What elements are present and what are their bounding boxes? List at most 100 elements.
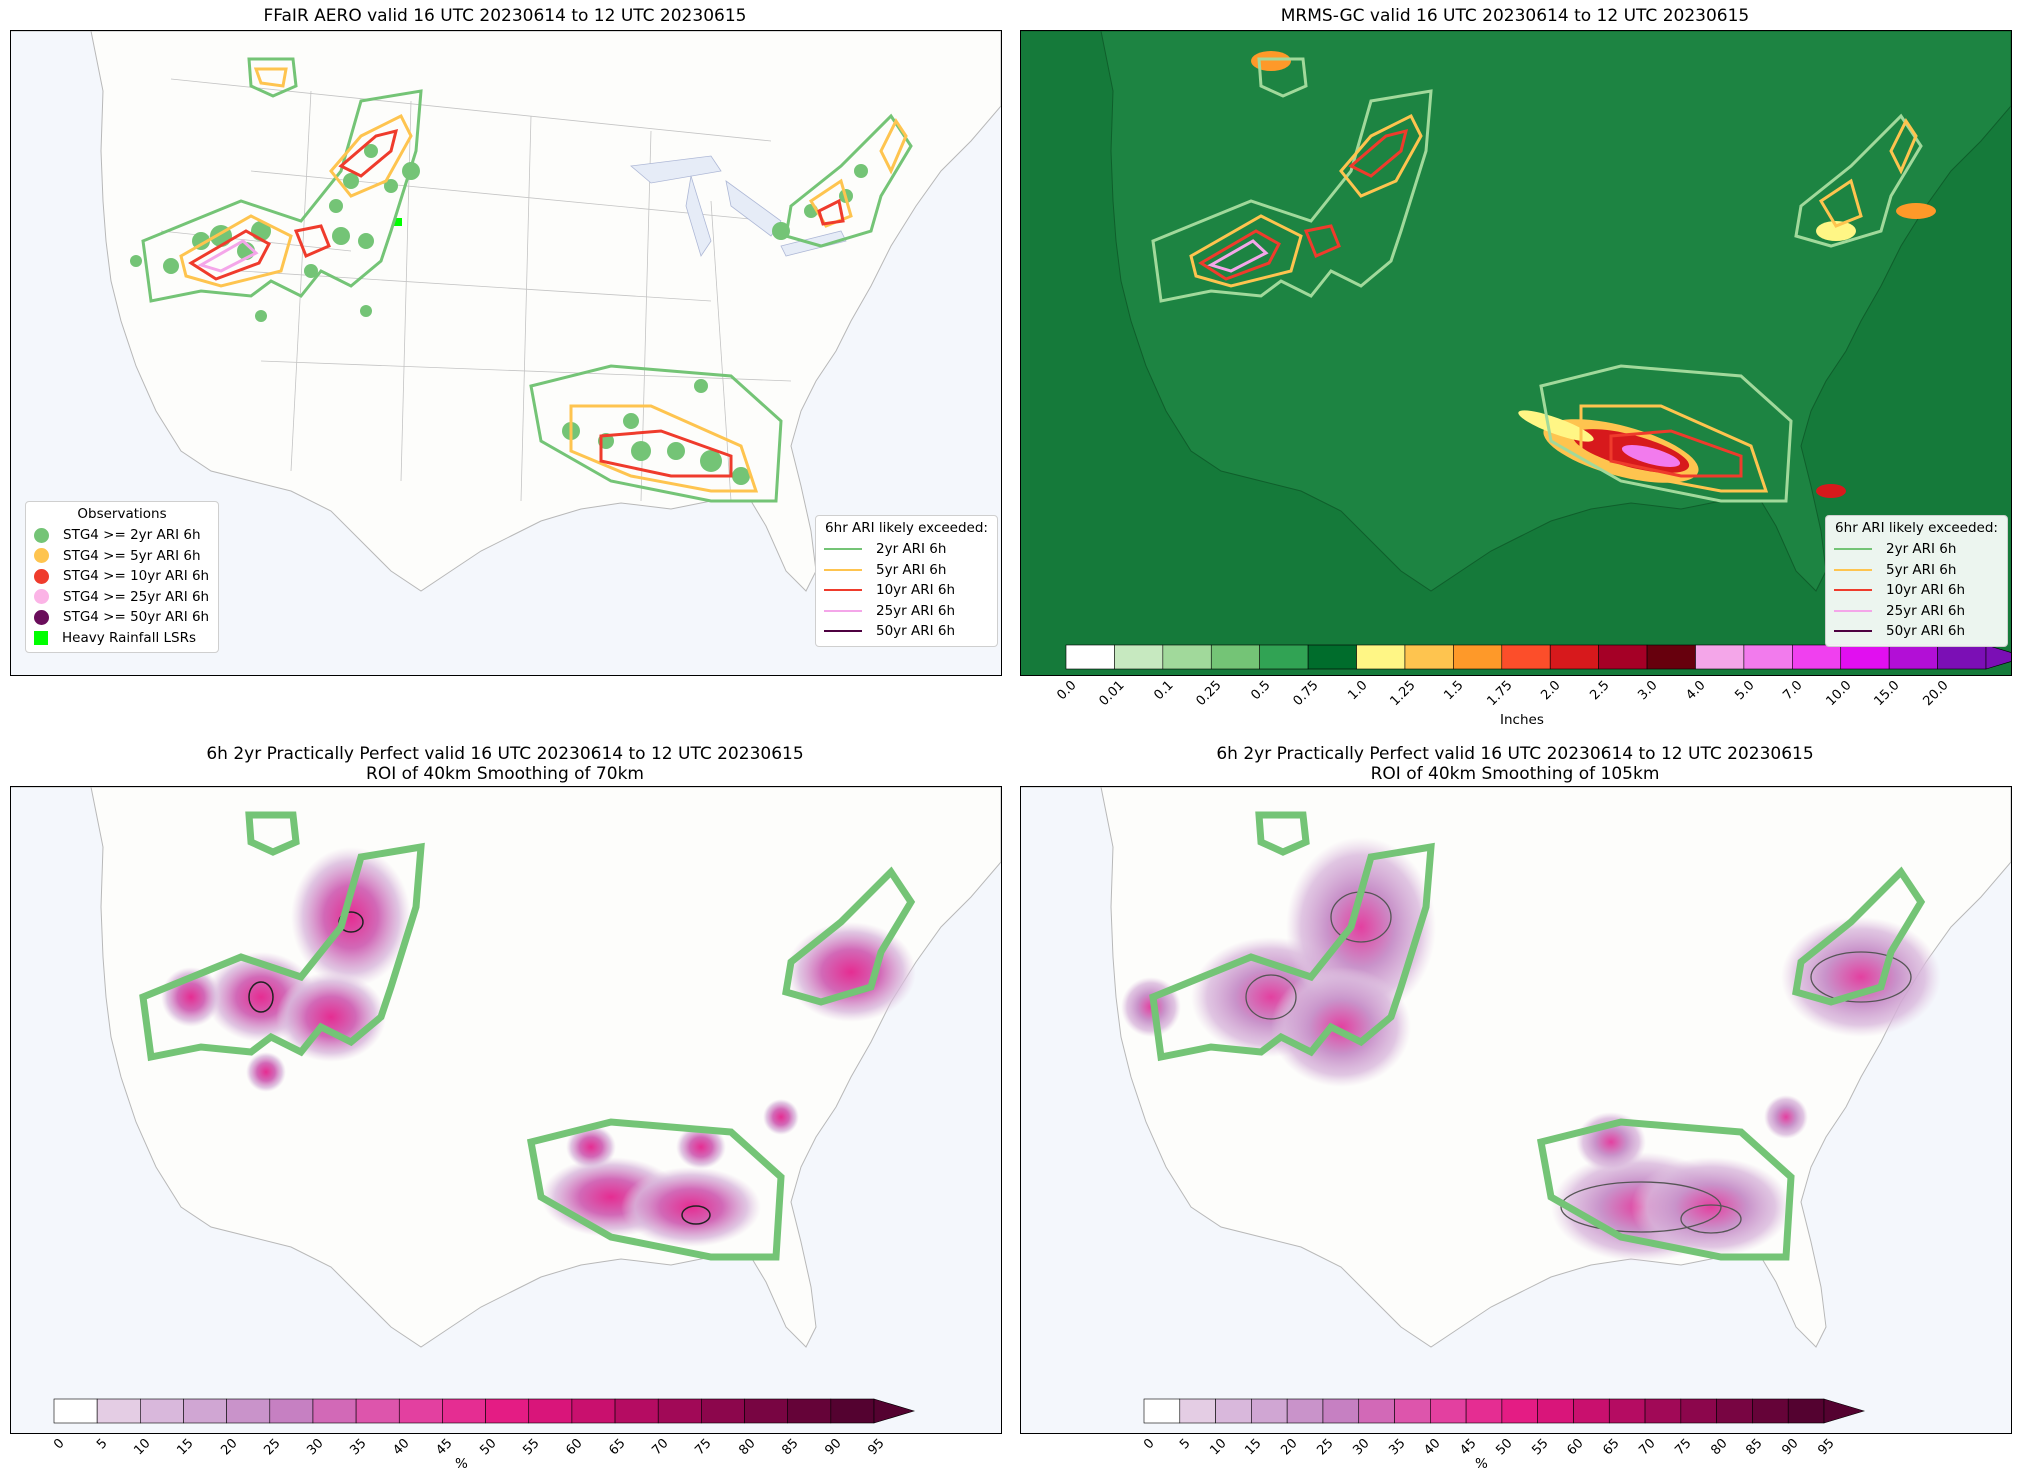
colorbar-segment (787, 1398, 832, 1424)
colorbar-tick-label: 15 (174, 1436, 198, 1459)
obs-legend-label: STG4 >= 2yr ARI 6h (63, 527, 201, 544)
colorbar-tick-label: 20 (217, 1436, 241, 1459)
colorbar-tick-label: 4.0 (1683, 678, 1710, 704)
land (11, 31, 1001, 592)
ari-line (824, 589, 862, 592)
colorbar-extend-arrow (1823, 1398, 1866, 1424)
ari-legend-item: 50yr ARI 6h (824, 621, 989, 642)
ari-legend-label: 2yr ARI 6h (1886, 541, 1957, 558)
colorbar-tick-label: 85 (1743, 1436, 1767, 1459)
observations-legend-title: Observations (77, 506, 167, 522)
colorbar-tick-label: 55 (1528, 1436, 1552, 1459)
pp-70km-map (10, 786, 1002, 1434)
colorbar-tick-label: 75 (1672, 1436, 1695, 1459)
colorbar-segment (1840, 644, 1890, 670)
colorbar-tick-label: 65 (1600, 1436, 1623, 1459)
colorbar-segment (355, 1398, 400, 1424)
colorbar-tick-label: 10.0 (1823, 678, 1855, 710)
colorbar-tick-label: 45 (1457, 1436, 1480, 1459)
panel-1-title: FFaIR AERO valid 16 UTC 20230614 to 12 U… (263, 6, 747, 26)
obs-legend-label: STG4 >= 25yr ARI 6h (63, 588, 210, 605)
colorbar-tick-label: 10 (131, 1436, 154, 1459)
colorbar-extend-arrow (1985, 644, 2011, 670)
colorbar-segment (1644, 1398, 1682, 1424)
colorbar-tick-label: 15.0 (1871, 678, 1903, 710)
colorbar-segment (1322, 1398, 1360, 1424)
colorbar-segment (1143, 1398, 1181, 1424)
pct-colorbar (53, 1398, 916, 1424)
colorbar-tick-label: 95 (865, 1436, 888, 1459)
colorbar-segment (1680, 1398, 1717, 1424)
ari-legend-item: 10yr ARI 6h (1834, 580, 1999, 601)
colorbar-tick-label: 20 (1278, 1436, 1301, 1459)
ari-legend-item: 2yr ARI 6h (824, 539, 989, 560)
colorbar-segment (1394, 1398, 1431, 1424)
lsr-square-marker (34, 630, 48, 645)
ari-legend-item: 25yr ARI 6h (1834, 601, 1999, 622)
colorbar-segment (226, 1398, 271, 1424)
ari-legend-label: 50yr ARI 6h (876, 623, 956, 640)
mrms-gc-map: 6hr ARI likely exceeded: 2yr ARI 6h 5yr … (1020, 30, 2012, 676)
colorbar-segment (528, 1398, 573, 1424)
obs-marker (34, 568, 49, 584)
colorbar-segment (140, 1398, 184, 1424)
colorbar-segment (1356, 644, 1406, 670)
colorbar-tick-label: 25 (1314, 1436, 1337, 1459)
obs-legend-item: STG4 >= 50yr ARI 6h (34, 607, 210, 628)
colorbar-tick-label: 50 (1493, 1436, 1516, 1459)
probability-contours (1245, 891, 1912, 1234)
colorbar-tick-label: 30 (304, 1436, 327, 1459)
colorbar-tick-label: 50 (476, 1436, 500, 1459)
colorbar-segment (1162, 644, 1212, 670)
colorbar-tick-label: 70 (649, 1436, 672, 1459)
pct-colorbar-unit: % (1475, 1456, 1488, 1472)
pct-colorbar-unit: % (455, 1456, 468, 1472)
colorbar-tick-label: 5 (94, 1436, 111, 1453)
ari-legend-title: 6hr ARI likely exceeded: (825, 520, 988, 536)
colorbar-segment (614, 1398, 659, 1424)
colorbar-segment (1792, 644, 1842, 670)
colorbar-tick-label: 60 (563, 1436, 586, 1459)
colorbar-tick-label: 80 (1707, 1436, 1731, 1459)
colorbar-tick-label: 45 (433, 1436, 457, 1459)
ari-legend: 6hr ARI likely exceeded: 2yr ARI 6h 5yr … (815, 515, 998, 647)
panel-4-title: 6h 2yr Practically Perfect valid 16 UTC … (1216, 744, 1814, 784)
ari-legend-item: 5yr ARI 6h (1834, 560, 1999, 581)
ari-line (824, 630, 862, 633)
obs-legend-item: STG4 >= 5yr ARI 6h (34, 546, 210, 567)
ari-legend-label: 10yr ARI 6h (1886, 582, 1966, 599)
colorbar-segment (96, 1398, 141, 1424)
ari-line (1834, 609, 1872, 612)
colorbar-segment (1752, 1398, 1789, 1424)
ari-line (1834, 568, 1872, 571)
colorbar-segment (269, 1398, 314, 1424)
obs-legend-item: STG4 >= 10yr ARI 6h (34, 566, 210, 587)
colorbar-segment (1888, 644, 1938, 670)
pp-2yr-contours (1149, 811, 1926, 1261)
colorbar-segment (571, 1398, 616, 1424)
ari-line (1834, 548, 1872, 551)
colorbar-segment (1251, 1398, 1288, 1424)
colorbar-tick-label: 35 (347, 1436, 370, 1459)
colorbar-tick-label: 15 (1242, 1436, 1265, 1459)
colorbar-tick-label: 2.0 (1538, 678, 1564, 704)
colorbar-tick-label: 25 (261, 1436, 284, 1459)
colorbar-tick-label: 0.75 (1290, 678, 1322, 710)
colorbar-tick-label: 30 (1350, 1436, 1373, 1459)
colorbar-tick-label: 1.25 (1387, 678, 1419, 710)
ari-line (824, 548, 862, 551)
precip-colorbar (1065, 644, 2011, 670)
colorbar-segment (744, 1398, 788, 1424)
colorbar-segment (1501, 644, 1551, 670)
colorbar-segment (701, 1398, 745, 1424)
obs-legend-label: STG4 >= 10yr ARI 6h (63, 568, 210, 585)
ffair-aero-map: Observations STG4 >= 2yr ARI 6h STG4 >= … (10, 30, 1002, 676)
ari-line (824, 568, 862, 571)
obs-marker (34, 589, 49, 605)
colorbar-tick-label: 1.5 (1441, 678, 1467, 704)
pp-105km-map (1020, 786, 2012, 1434)
colorbar-tick-label: 0.1 (1151, 678, 1177, 704)
colorbar-tick-label: 3.0 (1635, 678, 1661, 704)
colorbar-segment (1215, 1398, 1252, 1424)
colorbar-tick-label: 5.0 (1732, 678, 1758, 704)
